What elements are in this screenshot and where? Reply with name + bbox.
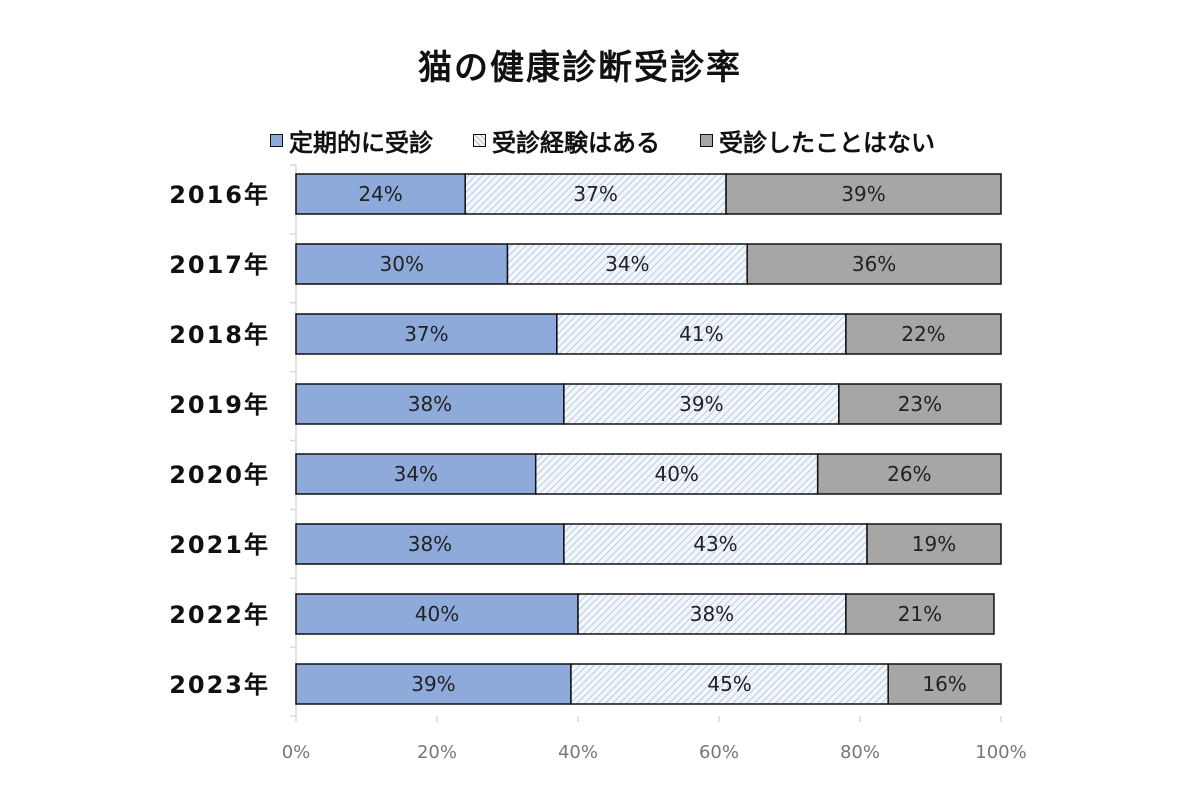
data-label-regular-2017年: 30% [380, 252, 424, 276]
data-label-never-2021年: 19% [912, 532, 956, 556]
bar-experience-2017年 [506, 243, 748, 285]
bar-never-2023年 [887, 663, 1002, 705]
row-label-2018年: 2018年 [169, 321, 270, 349]
bar-regular-2023年 [295, 663, 572, 705]
data-label-regular-2020年: 34% [394, 462, 438, 486]
data-label-experience-2018年: 41% [679, 322, 723, 346]
row-label-2016年: 2016年 [169, 181, 270, 209]
legend-label-regular: 定期的に受診 [289, 128, 433, 157]
legend-swatch-regular [270, 133, 283, 147]
chart-title: 猫の健康診断受診率 [418, 48, 742, 88]
data-label-never-2018年: 22% [901, 322, 945, 346]
x-tick-label: 80% [840, 742, 880, 763]
data-label-regular-2021年: 38% [408, 532, 452, 556]
bar-experience-2021年 [563, 523, 868, 565]
data-label-experience-2023年: 45% [707, 672, 751, 696]
data-label-regular-2022年: 40% [415, 602, 459, 626]
x-tick-label: 60% [699, 742, 739, 763]
bar-regular-2019年 [295, 383, 565, 425]
bar-experience-2020年 [534, 453, 819, 495]
row-label-2022年: 2022年 [169, 601, 270, 629]
bar-experience-2016年 [464, 173, 727, 215]
data-label-regular-2018年: 37% [404, 322, 448, 346]
row-label-2021年: 2021年 [169, 531, 270, 559]
bar-never-2020年 [816, 453, 1002, 495]
data-label-experience-2022年: 38% [690, 602, 734, 626]
bar-never-2021年 [866, 523, 1002, 565]
bar-experience-2022年 [577, 593, 847, 635]
bar-regular-2016年 [295, 173, 466, 215]
data-label-experience-2016年: 37% [573, 182, 617, 206]
bar-never-2017年 [746, 243, 1002, 285]
x-tick-label: 0% [282, 742, 311, 763]
legend-item-experience: 受診経験はある [473, 123, 660, 158]
data-label-never-2023年: 16% [922, 672, 966, 696]
row-label-2017年: 2017年 [169, 251, 270, 279]
bar-regular-2017年 [295, 243, 509, 285]
data-label-never-2022年: 21% [898, 602, 942, 626]
row-label-2023年: 2023年 [169, 671, 270, 699]
legend-item-regular: 定期的に受診 [270, 123, 433, 158]
row-label-2019年: 2019年 [169, 391, 270, 419]
bar-never-2022年 [845, 593, 995, 635]
data-label-experience-2017年: 34% [605, 252, 649, 276]
bar-experience-2023年 [570, 663, 889, 705]
legend-label-experience: 受診経験はある [492, 128, 660, 157]
data-label-experience-2020年: 40% [654, 462, 698, 486]
legend-item-never: 受診したことはない [700, 123, 935, 158]
data-label-experience-2021年: 43% [693, 532, 737, 556]
legend: 定期的に受診 受診経験はある 受診したことはない [270, 122, 935, 158]
x-tick-label: 20% [417, 742, 457, 763]
bar-regular-2020年 [295, 453, 537, 495]
bar-experience-2019年 [563, 383, 840, 425]
bar-never-2019年 [838, 383, 1002, 425]
x-tick-label: 100% [975, 742, 1026, 763]
data-label-never-2017年: 36% [852, 252, 896, 276]
data-label-never-2020年: 26% [887, 462, 931, 486]
data-label-experience-2019年: 39% [679, 392, 723, 416]
bar-never-2016年 [725, 173, 1002, 215]
bar-regular-2021年 [295, 523, 565, 565]
row-label-2020年: 2020年 [169, 461, 270, 489]
legend-swatch-never [700, 133, 713, 147]
data-label-regular-2019年: 38% [408, 392, 452, 416]
data-label-regular-2023年: 39% [411, 672, 455, 696]
x-tick-label: 40% [558, 742, 598, 763]
bar-never-2018年 [845, 313, 1002, 355]
data-label-never-2016年: 39% [841, 182, 885, 206]
legend-label-never: 受診したことはない [719, 128, 935, 157]
data-label-never-2019年: 23% [898, 392, 942, 416]
data-label-regular-2016年: 24% [358, 182, 402, 206]
bar-regular-2022年 [295, 593, 579, 635]
legend-swatch-experience [473, 133, 486, 147]
